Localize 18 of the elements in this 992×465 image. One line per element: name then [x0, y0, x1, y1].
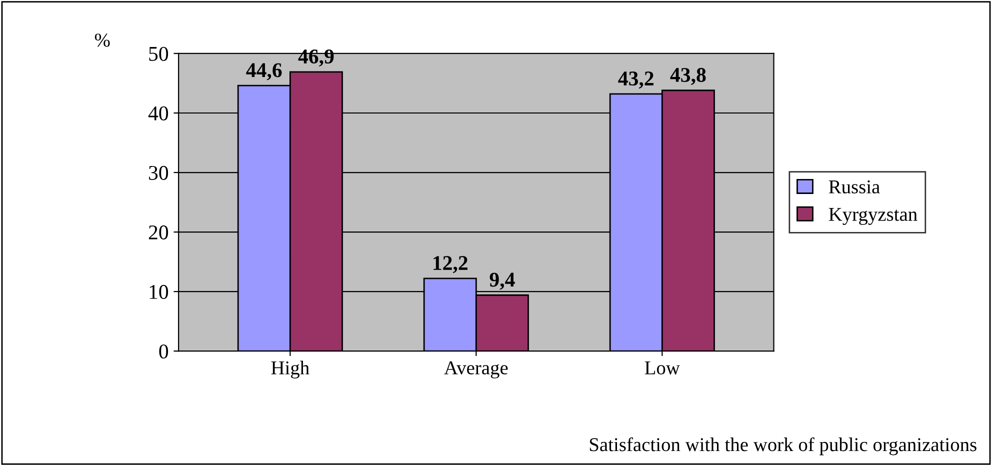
- x-axis-title: Satisfaction with the work of public organizations: [590, 437, 976, 456]
- y-tick-label: 40: [148, 106, 168, 120]
- data-label: 12,2: [434, 256, 468, 274]
- y-tick-label: 30: [149, 166, 168, 180]
- legend-label: Kyrgyzstan: [828, 208, 918, 225]
- y-tick-label: 10: [150, 284, 168, 299]
- data-label: 43,8: [670, 68, 706, 85]
- data-label: 43,2: [618, 72, 654, 89]
- data-label: 9,4: [490, 272, 515, 290]
- x-tick-label: Low: [644, 362, 680, 374]
- x-tick-label: High: [271, 360, 310, 378]
- y-tick-label: 0: [159, 344, 168, 359]
- y-tick-label: 20: [148, 225, 168, 240]
- x-tick-label: Average: [444, 361, 508, 378]
- data-label: 44,6: [246, 63, 282, 80]
- y-tick-label: 50: [149, 46, 168, 61]
- legend-label: Russia: [828, 180, 880, 194]
- y-axis-title: %: [94, 34, 110, 47]
